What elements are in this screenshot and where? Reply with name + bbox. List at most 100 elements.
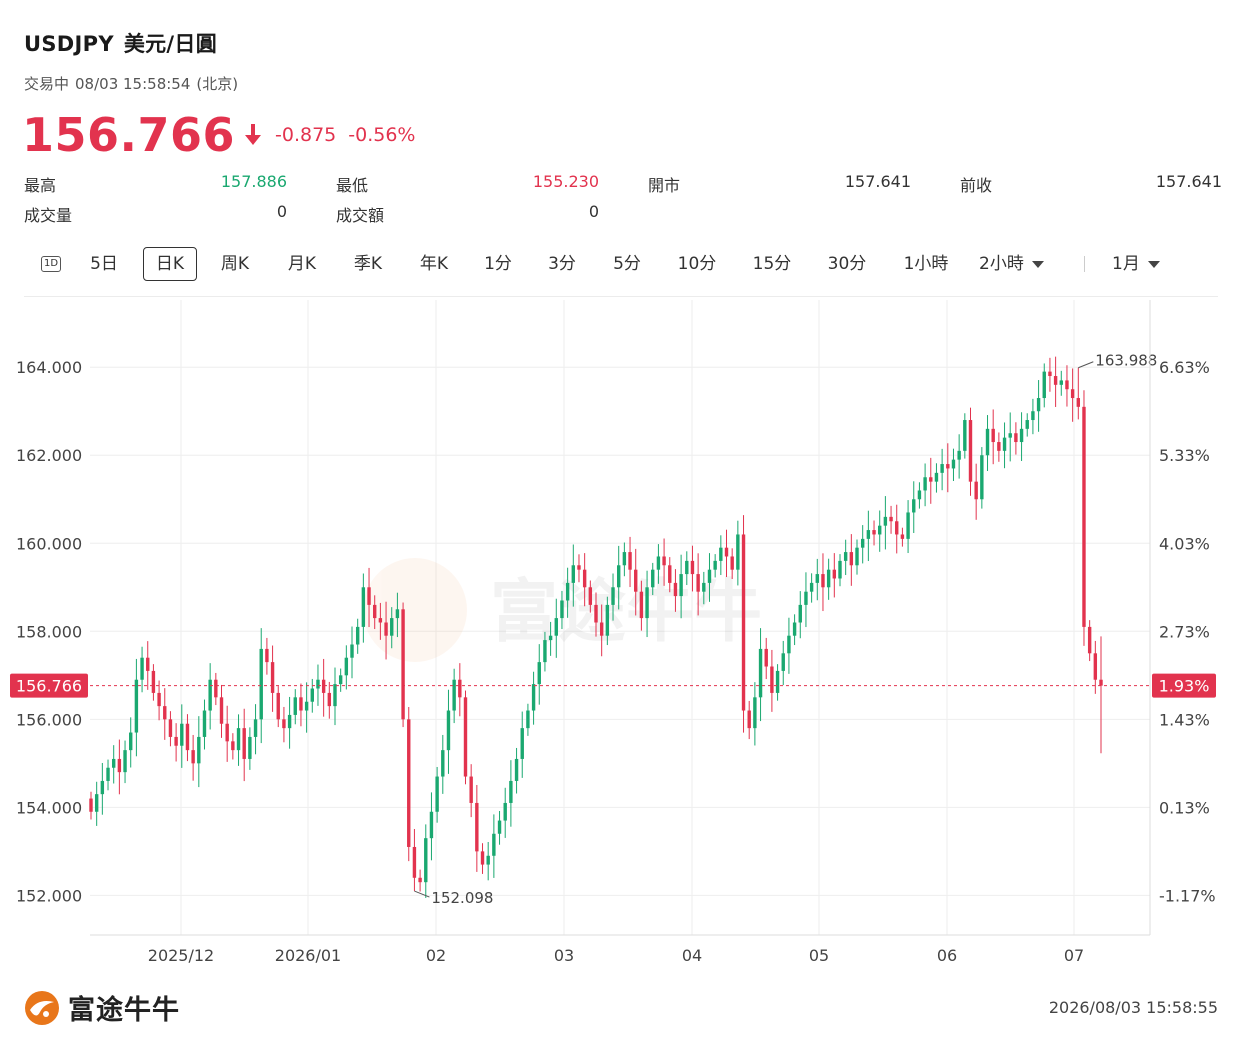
candle <box>923 463 927 507</box>
candle <box>429 792 434 861</box>
candle <box>951 448 956 481</box>
tab-quarterly-k[interactable]: 季K <box>353 254 383 274</box>
candle <box>202 699 207 750</box>
candle <box>100 762 105 815</box>
candle-body <box>304 701 309 711</box>
tab-daily-k[interactable]: 日K <box>143 247 197 281</box>
candle-body <box>764 648 768 667</box>
y-tick-label: 154.000 <box>16 798 82 817</box>
candle <box>197 716 201 788</box>
candle-body <box>157 692 161 707</box>
caret-down-icon <box>1147 260 1160 268</box>
candle <box>611 573 615 621</box>
candle-body <box>758 648 763 698</box>
tab-5d[interactable]: 5日 <box>90 254 118 274</box>
candle-body <box>792 622 797 636</box>
candle-body <box>344 657 349 676</box>
candle <box>934 463 939 493</box>
tab-weekly-k[interactable]: 周K <box>220 254 250 274</box>
candle <box>361 573 366 643</box>
candle <box>985 415 990 471</box>
candle <box>997 432 1001 462</box>
tab-15min[interactable]: 15分 <box>752 254 792 274</box>
candle <box>242 708 246 782</box>
price-change: -0.875 <box>275 124 337 146</box>
candle <box>724 529 729 578</box>
candle-body <box>219 697 224 724</box>
x-tick-label: 07 <box>1064 946 1084 965</box>
candle-body <box>883 516 888 526</box>
candle-body <box>208 679 212 711</box>
tab-10min[interactable]: 10分 <box>677 254 717 274</box>
candle <box>282 706 286 743</box>
candle <box>582 553 587 607</box>
candle <box>668 557 672 593</box>
candle-body <box>866 530 871 539</box>
candle-body <box>100 780 105 795</box>
x-tick-label: 06 <box>937 946 957 965</box>
tab-3min[interactable]: 3分 <box>548 254 576 274</box>
y-right-tick-label: 6.63% <box>1159 358 1210 377</box>
candle <box>407 706 411 862</box>
tab-1month-dropdown[interactable]: 1月 <box>1112 247 1182 281</box>
candle-body <box>509 780 513 803</box>
tab-2hour-dropdown[interactable]: 2小時 <box>979 247 1065 281</box>
candle <box>123 740 127 784</box>
current-price-tag <box>10 673 88 698</box>
candle <box>191 734 195 781</box>
y-right-tick-label: 5.33% <box>1159 446 1210 465</box>
candle-body <box>843 552 848 561</box>
candle <box>1025 413 1029 437</box>
candle <box>588 580 593 613</box>
candle-body <box>350 644 354 658</box>
candle <box>497 810 502 845</box>
candle-body <box>310 688 314 702</box>
y-tick-label: 164.000 <box>16 358 82 377</box>
candle <box>299 683 303 727</box>
candle-body <box>787 635 791 654</box>
tab-5min[interactable]: 5分 <box>613 254 641 274</box>
candle-body <box>968 420 973 482</box>
candle-body <box>809 582 814 592</box>
candle <box>333 667 337 726</box>
candle <box>872 520 876 546</box>
candle <box>702 571 706 605</box>
tab-1min[interactable]: 1分 <box>484 254 512 274</box>
candle <box>730 548 734 580</box>
candle <box>685 551 689 586</box>
candle-body <box>197 736 201 764</box>
tab-30min[interactable]: 30分 <box>827 254 867 274</box>
candle-body <box>265 648 269 663</box>
candle <box>679 554 683 619</box>
candle-body <box>537 662 541 685</box>
candle-body <box>719 547 723 561</box>
candle <box>350 626 354 679</box>
tab-1month-label: 1月 <box>1112 254 1140 274</box>
tab-1d[interactable]: 1D <box>30 247 62 281</box>
candle <box>968 407 973 496</box>
tab-yearly-k[interactable]: 年K <box>419 254 449 274</box>
tab-divider <box>1084 256 1085 272</box>
candle <box>980 447 984 509</box>
candle <box>974 463 978 520</box>
candle <box>747 700 751 740</box>
candle-body <box>951 459 956 469</box>
candle-body <box>1019 428 1024 443</box>
candle-body <box>753 697 757 729</box>
tab-monthly-k[interactable]: 月K <box>287 254 317 274</box>
candle-body <box>214 679 218 698</box>
candle <box>719 535 723 576</box>
tab-1hour[interactable]: 1小時 <box>903 254 949 274</box>
candle <box>628 536 632 588</box>
candle-body <box>934 472 939 482</box>
candle <box>395 592 400 638</box>
candle-body <box>946 464 950 469</box>
candle-body <box>804 591 808 605</box>
candle <box>503 787 507 838</box>
candle-body <box>299 697 303 711</box>
price-change-pct: -0.56% <box>348 124 416 146</box>
candlestick-chart[interactable]: 富途牛牛 156.766 1.93% 163.988 152.098 164.000… <box>0 300 1242 980</box>
candle-body <box>849 552 854 566</box>
candle-body <box>412 846 417 878</box>
candle-body <box>929 477 933 482</box>
